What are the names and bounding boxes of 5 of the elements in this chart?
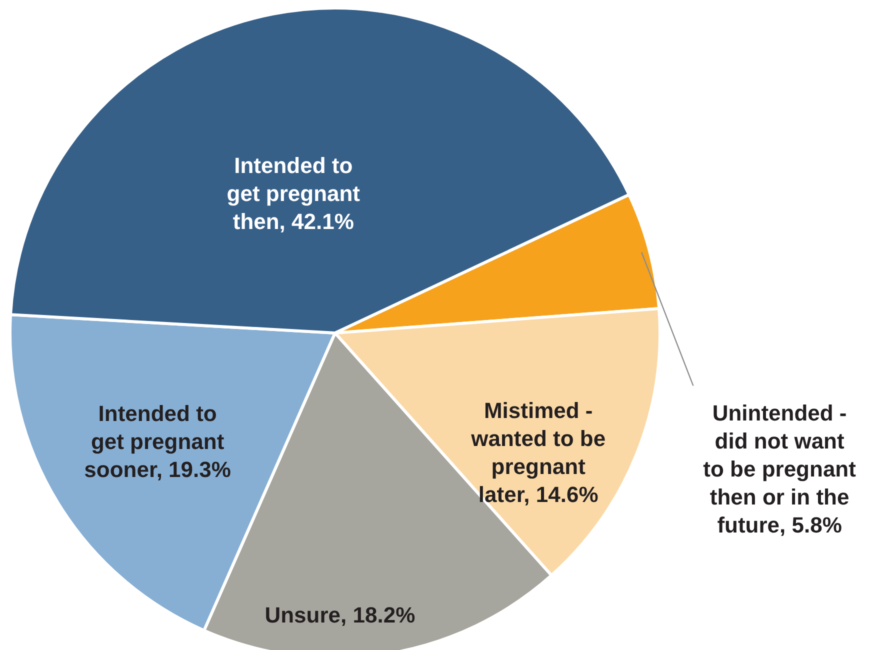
slice-label: Unsure, 18.2% [264,602,416,628]
slice-label: Unintended - did not want to be pregnant then or in the future, 5.8% [703,400,857,538]
slice-label: Intended to get pregnant sooner, 19.3% [84,400,231,482]
slice-label: Intended to get pregnant then, 42.1% [226,152,361,234]
slice-label: Mistimed - wanted to be pregnant later, 14.6% [470,398,606,507]
